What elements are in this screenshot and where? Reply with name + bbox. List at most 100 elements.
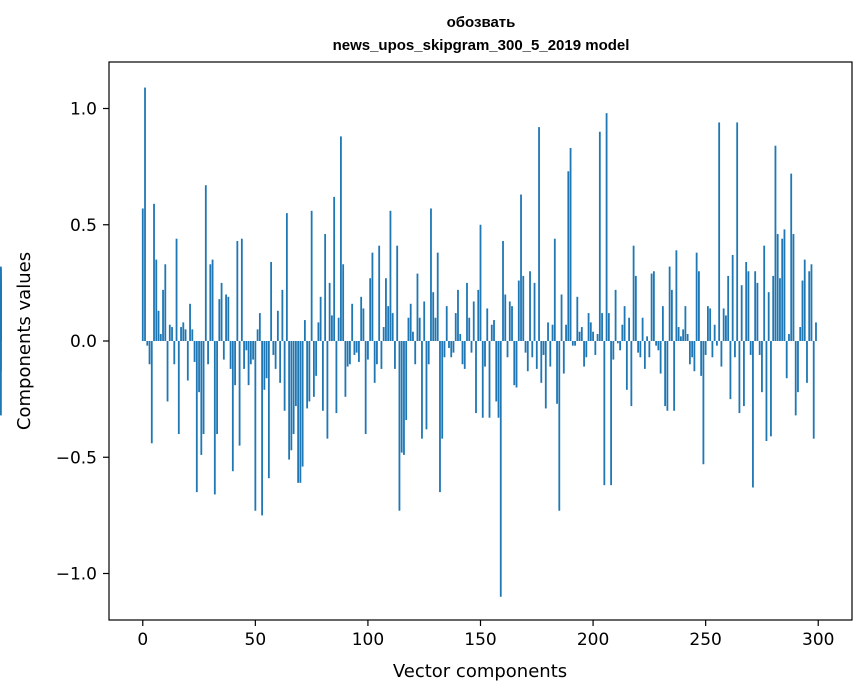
bar [792,234,795,341]
bar [538,127,540,341]
bar [628,317,630,341]
bar [601,313,603,341]
bar [423,301,426,341]
bar [191,329,194,342]
bar [319,296,322,341]
bar [691,341,694,358]
bar [0,275,2,341]
bar [756,282,759,342]
bar [457,289,459,341]
bar [522,275,525,341]
bar [693,341,696,372]
bar [763,245,766,341]
bar [220,282,223,342]
bar [443,341,446,358]
bar [283,341,286,411]
bar [639,341,642,358]
bar [245,341,248,351]
bar [716,341,718,346]
bar [144,87,146,341]
y-axis-ticks: 1.0 0.5 0.0 −0.5 −1.0 [56,100,109,585]
bar [637,341,640,353]
bar [407,317,410,341]
bar [673,341,676,411]
bar [414,341,417,365]
bar [292,341,295,434]
bar [0,341,2,416]
bar [396,245,399,341]
bar [222,341,225,360]
bar [164,264,167,341]
bar [761,341,763,393]
bar [743,341,745,407]
bar [810,264,813,341]
bar [358,341,360,362]
bar [486,308,489,341]
bar [643,341,646,369]
bar [497,341,500,418]
x-tick-label: 50 [245,630,267,650]
bar [218,299,221,341]
bar [227,296,230,341]
bar [623,306,626,342]
bar [544,341,547,409]
bar [779,278,781,341]
bar [655,341,658,346]
bar [504,294,507,341]
bar [702,341,705,465]
bar [549,341,552,367]
bar [448,341,450,348]
bar [709,308,712,341]
bar [520,194,522,341]
bar [385,278,387,341]
bar [502,241,504,341]
bar [815,322,817,341]
x-tick-label: 250 [689,630,721,650]
bar [578,331,581,341]
bar [587,313,590,341]
bar [346,341,349,367]
bar [454,313,457,341]
bar [155,259,158,342]
bar [326,341,329,439]
bar [547,322,549,341]
bar [783,229,786,341]
bar [747,271,750,341]
bar [141,208,144,341]
bar [682,329,685,342]
bar [531,341,534,358]
bar [445,306,448,342]
bar [317,322,320,341]
bar [315,341,318,376]
bar [556,341,558,404]
bar [808,271,811,341]
bar [695,252,698,341]
bar [700,341,703,376]
plot-frame [108,61,853,621]
bar [788,334,790,341]
bar [364,341,367,434]
bar [256,329,259,342]
bar [285,213,288,342]
bar [466,282,468,342]
chart-subtitle: news_upos_skipgram_300_5_2019 model [333,37,630,54]
bar [727,275,730,341]
bar [373,341,376,383]
bar [666,341,669,411]
bar [722,308,725,341]
bar [195,341,198,493]
bar [403,341,405,455]
bar [565,324,567,341]
bar [698,271,700,341]
bar [781,238,784,341]
bar [182,322,185,341]
bar [610,341,612,486]
bar [427,341,430,365]
bar [238,341,241,446]
bar [513,341,516,386]
bar [713,324,716,341]
bar [659,341,662,374]
bar [634,275,637,341]
bar [670,289,673,341]
bar [391,313,394,341]
